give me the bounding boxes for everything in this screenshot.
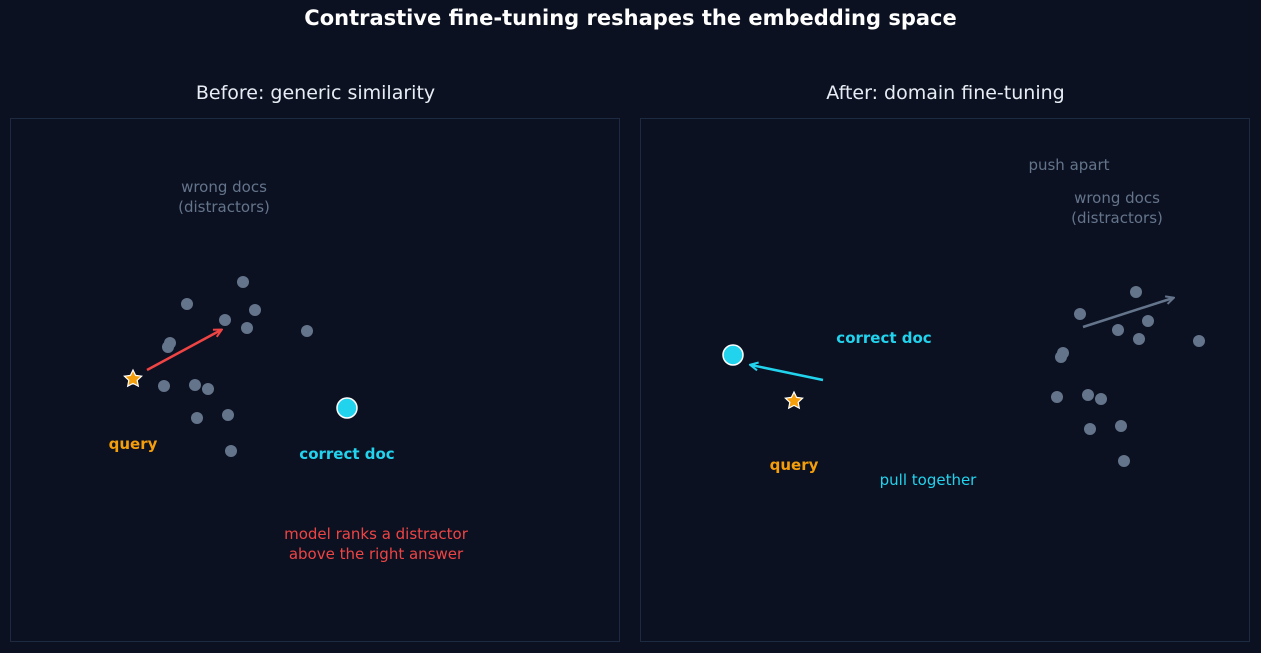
distractor-cluster — [158, 276, 313, 457]
distractor-dot — [219, 314, 231, 326]
distractor-dot — [1118, 455, 1130, 467]
query-star-icon — [784, 390, 804, 410]
push-apart-arrow — [1082, 298, 1173, 329]
distractor-label: wrong docs (distractors) — [178, 178, 270, 216]
distractor-dot — [189, 379, 201, 391]
distractor-label: wrong docs (distractors) — [1071, 189, 1163, 227]
distractor-dot — [1051, 391, 1063, 403]
distractor-dot — [301, 325, 313, 337]
panel-after: push apart wrong docs (distractors) corr… — [640, 118, 1250, 642]
correct-doc-label: correct doc — [299, 445, 395, 463]
panel-before: wrong docs (distractors) query correct d… — [10, 118, 620, 642]
distractor-dot — [249, 304, 261, 316]
panel-title-after: After: domain fine-tuning — [826, 82, 1065, 104]
distractor-dot — [1142, 315, 1154, 327]
distractor-dot — [1082, 389, 1094, 401]
query-label: query — [108, 435, 158, 453]
embedding-plot-after — [722, 286, 1205, 467]
distractor-dot — [202, 383, 214, 395]
distractor-cluster — [1051, 286, 1205, 467]
distractor-dot — [191, 412, 203, 424]
figure-title: Contrastive fine-tuning reshapes the emb… — [304, 6, 957, 30]
correct-doc-label: correct doc — [836, 329, 932, 347]
panel-title-before: Before: generic similarity — [195, 82, 436, 104]
distractor-dot — [1130, 286, 1142, 298]
query-to-distractor-arrow — [146, 330, 221, 372]
correct-doc-dot — [336, 397, 358, 419]
distractor-dot — [237, 276, 249, 288]
query-star-icon — [123, 368, 143, 388]
distractor-dot — [158, 380, 170, 392]
distractor-dot — [225, 445, 237, 457]
distractor-dot — [1095, 393, 1107, 405]
push-apart-label: push apart — [1028, 156, 1110, 174]
ranking-note: model ranks a distractor above the right… — [284, 525, 468, 563]
distractor-dot — [1084, 423, 1096, 435]
distractor-dot — [162, 341, 174, 353]
correct-doc-dot — [722, 344, 744, 366]
distractor-dot — [1112, 324, 1124, 336]
query-label: query — [769, 456, 819, 474]
pull-together-arrow — [751, 365, 824, 382]
distractor-dot — [241, 322, 253, 334]
pull-together-label: pull together — [879, 471, 977, 489]
distractor-dot — [1193, 335, 1205, 347]
distractor-dot — [1133, 333, 1145, 345]
distractor-dot — [1115, 420, 1127, 432]
distractor-dot — [1055, 351, 1067, 363]
embedding-plot-before — [123, 276, 358, 457]
distractor-dot — [1074, 308, 1086, 320]
distractor-dot — [181, 298, 193, 310]
distractor-dot — [222, 409, 234, 421]
